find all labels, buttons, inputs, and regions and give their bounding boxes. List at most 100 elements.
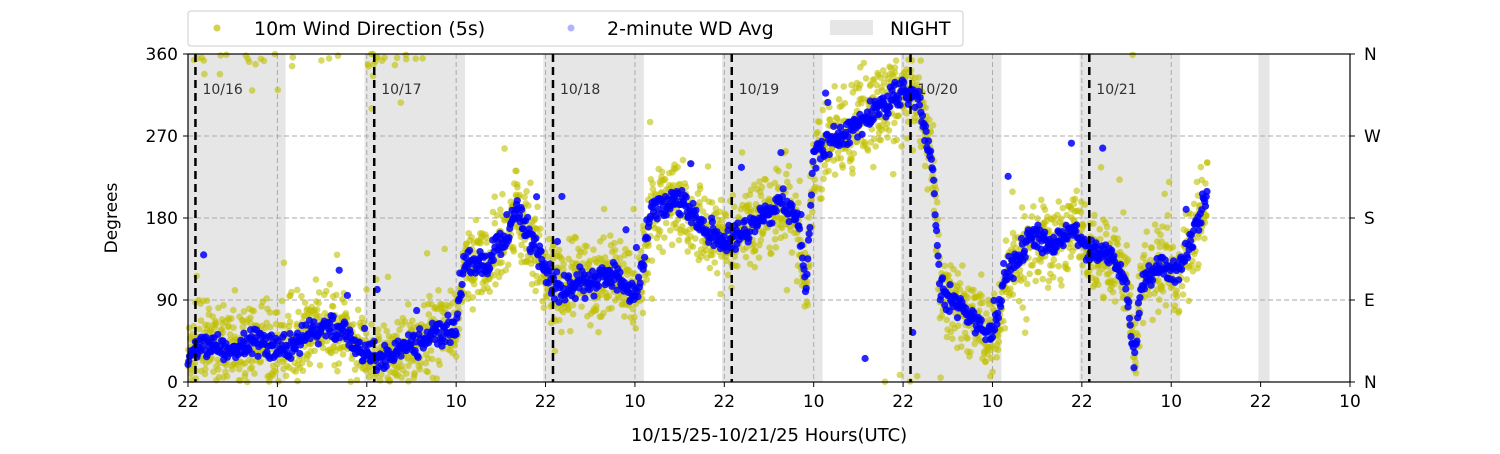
point-5s xyxy=(383,327,391,335)
point-5s xyxy=(1203,211,1210,219)
point-5s xyxy=(427,347,435,354)
point-5s xyxy=(979,299,986,307)
point-5s xyxy=(1143,228,1151,235)
point-5s xyxy=(231,286,239,294)
point-5s xyxy=(615,294,623,301)
point-5s xyxy=(449,300,456,307)
legend-label-night: NIGHT xyxy=(890,18,951,40)
point-5s xyxy=(1096,226,1104,233)
point-5s xyxy=(1109,288,1117,296)
point-2min-avg xyxy=(555,298,563,306)
point-2min-avg xyxy=(435,328,443,337)
point-2min-avg xyxy=(807,191,816,199)
point-5s xyxy=(708,199,716,206)
x-tick-label: 22 xyxy=(535,392,557,412)
point-2min-avg xyxy=(884,109,892,118)
point-5s xyxy=(284,312,292,320)
point-5s xyxy=(943,333,951,341)
point-2min-avg xyxy=(537,247,545,255)
point-5s xyxy=(1102,230,1110,238)
point-5s xyxy=(1049,273,1057,281)
point-2min-avg xyxy=(807,201,815,209)
point-2min-avg xyxy=(720,232,728,240)
point-5s xyxy=(578,303,585,310)
point-5s xyxy=(288,62,296,70)
point-2min-avg xyxy=(314,340,322,348)
point-5s xyxy=(374,53,381,61)
point-5s xyxy=(831,82,838,90)
point-5s xyxy=(531,215,539,223)
compass-tick-label: E xyxy=(1364,291,1375,311)
point-2min-avg xyxy=(291,345,299,353)
point-2min-avg xyxy=(824,98,832,107)
point-5s xyxy=(491,193,499,200)
point-5s xyxy=(583,242,591,250)
point-5s xyxy=(880,79,888,86)
point-5s xyxy=(767,250,775,257)
point-5s xyxy=(493,212,501,219)
point-2min-avg xyxy=(465,246,474,255)
point-2min-avg xyxy=(1149,276,1157,284)
point-5s xyxy=(674,163,682,171)
point-5s xyxy=(873,81,880,89)
point-5s xyxy=(502,266,510,274)
point-5s xyxy=(1161,190,1168,198)
point-2min-avg xyxy=(760,217,768,225)
point-2min-avg xyxy=(935,260,943,269)
point-5s xyxy=(703,246,710,254)
point-5s xyxy=(513,167,520,175)
point-5s xyxy=(247,314,254,322)
point-5s xyxy=(848,165,856,172)
point-2min-avg xyxy=(553,268,561,276)
point-5s xyxy=(819,106,827,114)
point-2min-avg xyxy=(808,169,816,177)
point-5s xyxy=(877,136,885,144)
point-5s xyxy=(200,57,208,64)
point-5s xyxy=(860,59,868,67)
point-5s xyxy=(915,74,923,81)
point-5s xyxy=(713,269,721,277)
point-5s xyxy=(1124,256,1132,263)
point-2min-avg xyxy=(503,210,511,219)
point-5s xyxy=(1156,243,1164,251)
point-5s xyxy=(368,320,375,328)
point-5s xyxy=(424,368,432,376)
y-tick-label: 360 xyxy=(146,45,178,65)
point-2min-avg xyxy=(454,310,462,318)
point-5s xyxy=(728,284,735,292)
point-5s xyxy=(913,372,921,380)
point-5s xyxy=(326,281,334,288)
point-5s xyxy=(497,206,504,213)
point-2min-avg xyxy=(489,256,497,264)
legend-marker-night xyxy=(830,20,873,35)
point-5s xyxy=(1041,206,1049,214)
point-2min-avg xyxy=(1186,237,1195,245)
point-2min-avg xyxy=(1020,247,1029,255)
point-5s xyxy=(216,70,224,78)
point-2min-avg xyxy=(804,236,813,244)
point-5s xyxy=(1019,304,1027,311)
point-5s xyxy=(632,325,640,332)
point-5s xyxy=(870,163,877,171)
point-5s xyxy=(893,136,901,144)
point-5s xyxy=(729,192,737,199)
point-5s xyxy=(559,308,567,316)
point-5s xyxy=(1079,262,1086,269)
point-5s xyxy=(273,360,281,368)
point-5s xyxy=(814,128,821,136)
point-2min-avg xyxy=(692,206,700,214)
point-5s xyxy=(1185,297,1193,305)
point-5s xyxy=(926,116,933,124)
point-5s xyxy=(949,335,956,342)
point-5s xyxy=(1162,301,1170,309)
point-5s xyxy=(230,324,237,331)
point-2min-avg xyxy=(809,157,817,166)
point-5s xyxy=(250,307,257,315)
point-5s xyxy=(266,309,274,316)
point-5s xyxy=(616,237,624,245)
point-2min-avg xyxy=(1072,227,1080,235)
point-2min-avg xyxy=(805,230,813,238)
point-5s xyxy=(203,297,211,305)
day-marker-label: 10/21 xyxy=(1096,82,1136,98)
